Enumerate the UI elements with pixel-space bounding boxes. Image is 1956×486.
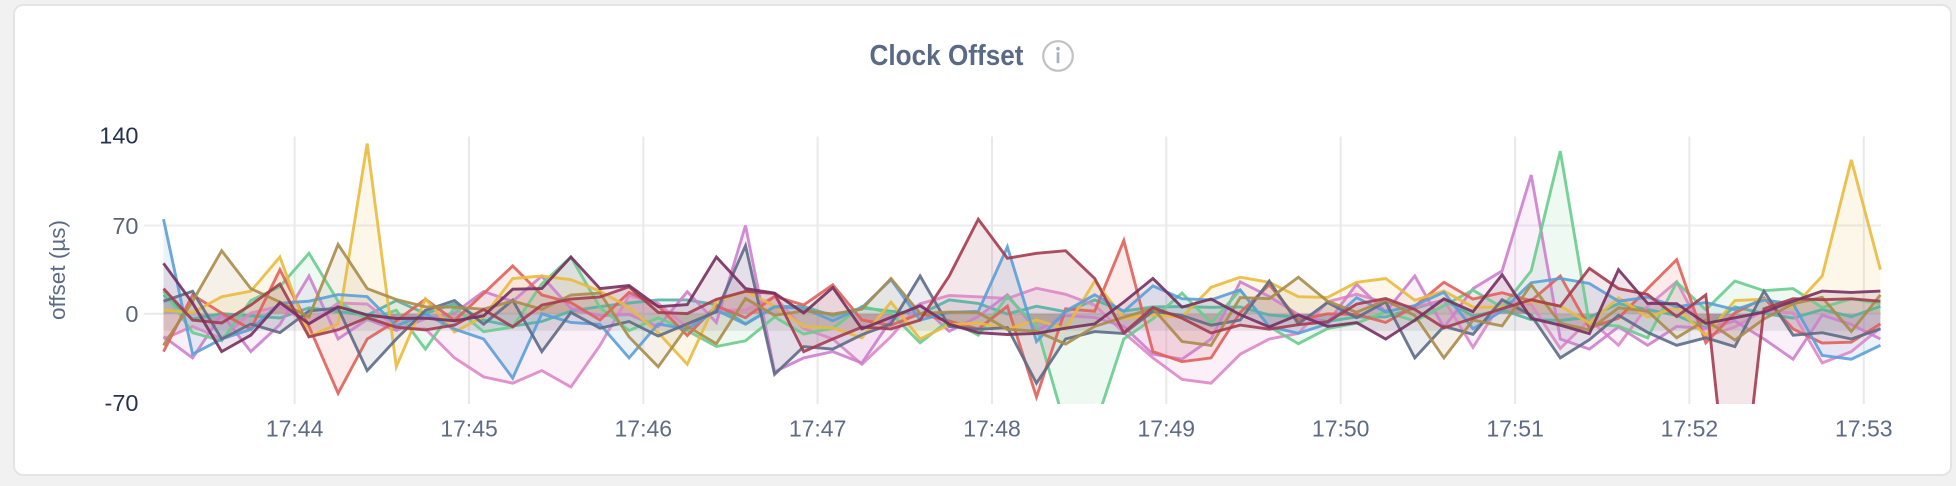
svg-text:70: 70 (112, 213, 138, 239)
svg-text:17:47: 17:47 (789, 416, 847, 442)
svg-text:17:53: 17:53 (1835, 416, 1893, 442)
svg-text:-70: -70 (105, 390, 139, 416)
svg-text:17:44: 17:44 (266, 416, 324, 442)
svg-text:17:49: 17:49 (1138, 416, 1196, 442)
svg-text:0: 0 (125, 301, 138, 327)
svg-text:17:52: 17:52 (1661, 416, 1719, 442)
svg-text:17:46: 17:46 (615, 416, 673, 442)
svg-text:17:51: 17:51 (1486, 416, 1544, 442)
svg-text:17:50: 17:50 (1312, 416, 1370, 442)
svg-text:17:48: 17:48 (963, 416, 1021, 442)
svg-text:17:45: 17:45 (440, 416, 498, 442)
svg-text:140: 140 (99, 123, 138, 149)
svg-text:Clock Offset: Clock Offset (870, 40, 1024, 72)
svg-text:offset (µs): offset (µs) (45, 220, 70, 320)
